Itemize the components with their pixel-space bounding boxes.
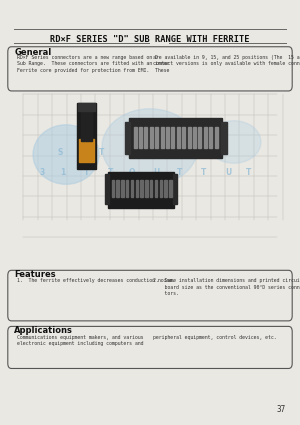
Bar <box>188 127 190 148</box>
Bar <box>136 180 138 197</box>
Bar <box>166 127 169 148</box>
Bar <box>169 180 172 197</box>
Bar <box>126 180 128 197</box>
Text: T: T <box>201 167 207 176</box>
Ellipse shape <box>207 121 261 163</box>
Bar <box>155 180 157 197</box>
Text: peripheral equipment, control devices, etc.: peripheral equipment, control devices, e… <box>153 335 277 340</box>
Bar <box>131 180 133 197</box>
Bar <box>116 180 119 197</box>
Text: U: U <box>177 147 183 156</box>
Text: T: T <box>129 147 135 156</box>
Text: 1: 1 <box>60 167 66 176</box>
Bar <box>145 180 148 197</box>
Text: U: U <box>153 167 159 176</box>
Text: 1.  The ferrite effectively decreases conduction noise.: 1. The ferrite effectively decreases con… <box>17 278 175 283</box>
Bar <box>81 107 92 142</box>
Bar <box>182 127 185 148</box>
Bar <box>129 118 222 158</box>
Text: 37: 37 <box>276 405 286 414</box>
Text: S: S <box>57 147 63 156</box>
Bar <box>155 127 158 148</box>
Bar <box>193 127 196 148</box>
Text: RD×F SERIES "D" SUB RANGE WITH FERRITE: RD×F SERIES "D" SUB RANGE WITH FERRITE <box>50 35 250 44</box>
Text: T: T <box>99 147 105 156</box>
Bar <box>108 172 174 208</box>
Bar <box>221 122 226 154</box>
Bar <box>214 127 218 148</box>
Bar <box>164 180 167 197</box>
Text: I: I <box>80 147 82 156</box>
Text: U: U <box>153 147 159 156</box>
FancyBboxPatch shape <box>8 47 292 91</box>
Bar <box>177 127 180 148</box>
Ellipse shape <box>102 109 198 185</box>
Text: Communications equipment makers, and various
electronic equipment including comp: Communications equipment makers, and var… <box>17 335 144 346</box>
Bar <box>204 127 207 148</box>
Text: 2.  Same installation dimensions and printed circuit
    board size as the conve: 2. Same installation dimensions and prin… <box>153 278 300 296</box>
Text: General: General <box>14 48 52 57</box>
FancyBboxPatch shape <box>76 103 96 169</box>
Text: U: U <box>225 167 231 176</box>
Text: T: T <box>84 167 90 176</box>
Bar <box>150 127 153 148</box>
Text: Applications: Applications <box>14 326 73 335</box>
Text: U: U <box>219 147 225 156</box>
Bar <box>79 139 94 162</box>
Text: are available in 9, 15, and 25 positions (The  15 and 25
contact versions is onl: are available in 9, 15, and 25 positions… <box>153 55 300 66</box>
FancyBboxPatch shape <box>8 326 292 368</box>
Bar <box>78 103 94 110</box>
Bar <box>139 127 142 148</box>
Bar <box>209 127 212 148</box>
Bar <box>112 180 114 197</box>
Text: O: O <box>129 167 135 176</box>
Bar <box>105 174 109 204</box>
Text: T: T <box>108 167 114 176</box>
Text: T: T <box>177 167 183 176</box>
Bar <box>144 127 147 148</box>
Bar <box>134 127 136 148</box>
Bar <box>173 174 177 204</box>
Text: T: T <box>246 167 252 176</box>
Bar <box>160 180 162 197</box>
Bar <box>160 127 164 148</box>
Bar <box>124 122 130 154</box>
Bar <box>140 180 143 197</box>
Text: Features: Features <box>14 270 56 279</box>
Ellipse shape <box>33 125 99 184</box>
Bar <box>121 180 124 197</box>
FancyBboxPatch shape <box>8 270 292 321</box>
Text: 3: 3 <box>39 167 45 176</box>
Bar <box>150 180 152 197</box>
Bar <box>198 127 201 148</box>
Text: RD×F Series connectors are a new range based on D
Sub Range.  These connectors a: RD×F Series connectors are a new range b… <box>17 55 170 73</box>
Bar <box>171 127 174 148</box>
